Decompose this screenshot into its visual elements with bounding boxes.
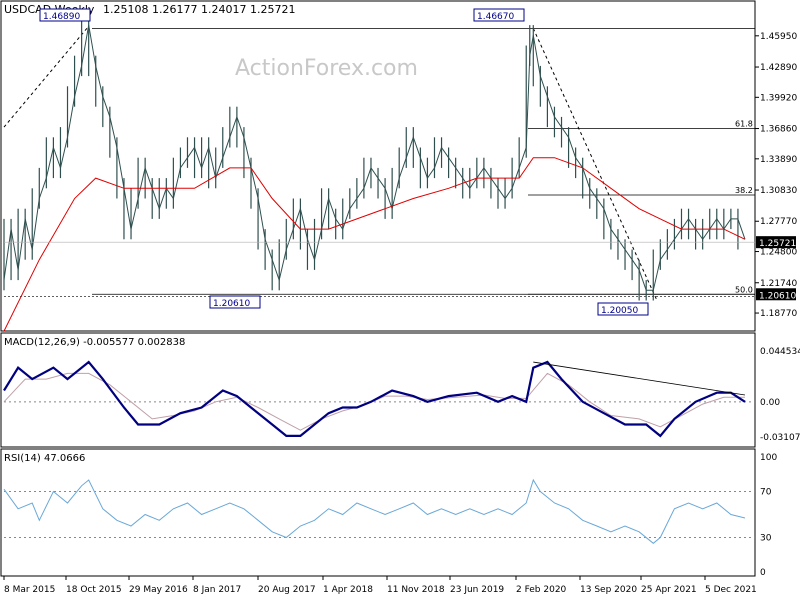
macd-panel-frame [0, 332, 756, 448]
price-y-tick-label: 1.42890 [760, 63, 797, 73]
x-tick-label: 29 May 2016 [129, 585, 188, 595]
macd-line [3, 360, 746, 438]
x-tick-label: 13 Sep 2020 [580, 585, 637, 595]
support-price-text: 1.20610 [759, 291, 796, 301]
ohlc-label: 1.25108 1.26177 1.24017 1.25721 [103, 3, 295, 16]
price-y-tick-label: 1.36860 [760, 125, 797, 135]
rsi-title: RSI(14) 47.0666 [4, 453, 85, 464]
moving-average-line [3, 157, 746, 332]
price-y-tick-label: 1.45950 [760, 32, 797, 42]
price-label-box [39, 8, 91, 22]
macd-y-tick-label: 0.00 [760, 398, 780, 408]
price-y-tick-label: 1.39920 [760, 93, 797, 103]
axis-layer: 1.45950 1.42890 1.39920 1.36860 1.33890 1.308… [3, 32, 800, 595]
rsi-line [3, 478, 746, 544]
x-tick-label: 8 Mar 2015 [4, 585, 55, 595]
x-tick-label: 25 Apr 2021 [641, 585, 697, 595]
macd-y-tick-label: 0.044534 [760, 347, 800, 357]
price-label-text: 1.20610 [213, 299, 250, 309]
x-tick-label: 18 Oct 2015 [66, 585, 122, 595]
price-label-text: 1.46670 [477, 12, 514, 22]
watermark: ActionForex.com [235, 56, 418, 81]
price-y-tick-label: 1.30830 [760, 186, 797, 196]
price-y-tick-label: 1.24800 [760, 248, 797, 258]
macd-title: MACD(12,26,9) -0.005577 0.002838 [4, 337, 185, 348]
price-panel-frame [0, 0, 756, 332]
price-y-tick-label: 1.21740 [760, 279, 797, 289]
x-tick-label: 2 Feb 2020 [516, 585, 567, 595]
rsi-y-tick-label: 0 [760, 568, 766, 578]
price-label-box [473, 8, 525, 22]
price-y-tick-label: 1.33890 [760, 155, 797, 165]
rsi-panel-frame [0, 448, 756, 577]
rsi-y-tick-label: 30 [760, 534, 772, 544]
rsi-y-tick-label: 70 [760, 488, 772, 498]
macd-trendline [533, 361, 746, 396]
x-tick-label: 5 Dec 2021 [705, 585, 757, 595]
x-tick-label: 23 Jun 2019 [450, 585, 504, 595]
price-label-text: 1.20050 [601, 306, 638, 316]
macd-y-tick-label: -0.031072 [760, 433, 800, 443]
fib-level-label: 50.0 [735, 285, 753, 294]
current-price-text: 1.25721 [759, 239, 796, 249]
rsi-y-tick-label: 100 [760, 453, 777, 463]
x-tick-label: 20 Aug 2017 [258, 585, 316, 595]
fib-level-label: 61.8 [735, 120, 753, 129]
x-tick-label: 8 Jan 2017 [193, 585, 241, 595]
trend-dashed-line [532, 28, 658, 301]
x-tick-label: 11 Nov 2018 [387, 585, 445, 595]
trend-dashed-line [3, 25, 90, 128]
rsi-layer [3, 478, 755, 544]
price-label-text: 1.46890 [43, 12, 80, 22]
price-layer: 61.8 38.2 50.0 1.46890 1.46670 1.20610 1.20050 [3, 8, 755, 332]
support-price-tag [756, 288, 796, 301]
macd-layer [3, 360, 755, 438]
price-line [3, 25, 746, 291]
price-y-tick-label: 1.18770 [760, 309, 797, 319]
x-tick-label: 1 Apr 2018 [323, 585, 373, 595]
price-label-box [597, 302, 649, 316]
price-label-box [209, 295, 261, 309]
current-price-tag [756, 236, 796, 249]
price-y-tick-label: 1.27770 [760, 217, 797, 227]
fib-level-label: 38.2 [735, 186, 753, 195]
